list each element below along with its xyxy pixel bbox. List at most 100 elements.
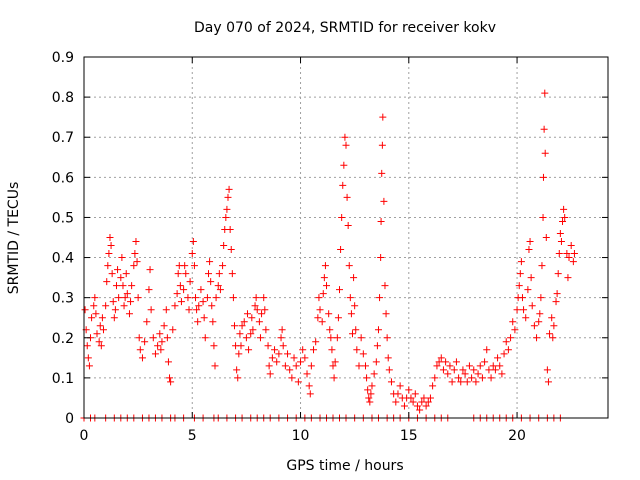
data-point: [353, 346, 361, 354]
data-point: [378, 169, 386, 177]
data-point: [151, 350, 159, 358]
data-point: [223, 205, 231, 213]
data-point: [376, 294, 384, 302]
data-point: [237, 342, 245, 350]
data-point: [564, 274, 572, 282]
data-point: [160, 322, 168, 330]
data-point: [337, 246, 345, 254]
data-point: [539, 213, 547, 221]
data-point: [145, 286, 153, 294]
data-point: [525, 246, 533, 254]
x-axis-label: GPS time / hours: [286, 458, 403, 474]
data-point: [281, 362, 289, 370]
data-point: [197, 286, 205, 294]
data-point: [186, 278, 194, 286]
data-point: [93, 330, 101, 338]
data-point: [164, 358, 172, 366]
data-point: [185, 306, 193, 314]
y-tick-label: 0.4: [52, 251, 74, 267]
data-point: [149, 334, 157, 342]
data-point: [229, 294, 237, 302]
data-point: [355, 362, 363, 370]
data-point: [351, 302, 359, 310]
data-point: [502, 338, 510, 346]
data-point: [318, 318, 326, 326]
data-point: [119, 282, 127, 290]
data-point: [278, 326, 286, 334]
data-point: [294, 378, 302, 386]
y-axis-label: SRMTID / TECUs: [6, 182, 22, 295]
data-point: [109, 298, 117, 306]
data-point: [387, 378, 395, 386]
data-point: [207, 278, 215, 286]
data-point: [227, 246, 235, 254]
data-point: [424, 398, 432, 406]
data-point: [316, 306, 324, 314]
data-point: [230, 322, 238, 330]
data-point: [112, 282, 120, 290]
data-point: [156, 330, 164, 338]
data-point: [563, 250, 571, 258]
data-point: [242, 334, 250, 342]
data-point: [378, 141, 386, 149]
data-point: [437, 354, 445, 362]
data-point: [511, 326, 519, 334]
data-point: [341, 133, 349, 141]
y-tick-label: 0.7: [52, 130, 74, 146]
data-point: [343, 193, 351, 201]
data-point: [201, 334, 209, 342]
data-point: [327, 334, 335, 342]
data-point: [541, 89, 549, 97]
data-point: [328, 346, 336, 354]
data-point: [143, 318, 151, 326]
data-point: [474, 370, 482, 378]
data-point: [340, 161, 348, 169]
data-point: [245, 346, 253, 354]
data-point: [489, 362, 497, 370]
data-point: [102, 302, 110, 310]
data-point: [326, 326, 334, 334]
data-point: [110, 314, 118, 322]
data-point: [182, 270, 190, 278]
data-point: [435, 358, 443, 366]
data-point: [268, 354, 276, 362]
data-point: [546, 330, 554, 338]
data-point: [491, 366, 499, 374]
data-point: [194, 318, 202, 326]
data-point: [290, 354, 298, 362]
data-point: [569, 258, 577, 266]
data-point: [446, 362, 454, 370]
data-point: [107, 242, 115, 250]
data-point: [106, 234, 114, 241]
data-point: [200, 314, 208, 322]
data-point: [130, 262, 138, 270]
data-point: [565, 254, 573, 262]
data-point: [515, 282, 523, 290]
data-point: [219, 262, 227, 270]
data-point: [323, 282, 331, 290]
data-point: [528, 302, 536, 310]
data-point: [535, 318, 543, 326]
data-point: [277, 334, 285, 342]
data-point: [542, 234, 550, 241]
x-tick-label: 10: [292, 428, 310, 444]
data-point: [377, 217, 385, 225]
data-point: [372, 358, 380, 366]
data-point: [520, 306, 528, 314]
data-point: [146, 266, 154, 274]
data-point: [303, 370, 311, 378]
data-point: [496, 362, 504, 370]
axis-tick-labels: 0 0.1 0.2 0.3 0.4 0.5 0.6 0.7 0.8 0.9 0 5 10 15 20: [52, 50, 526, 444]
data-point: [173, 290, 181, 298]
data-point: [394, 390, 402, 398]
data-point: [321, 262, 329, 270]
data-point: [288, 374, 296, 382]
data-point: [203, 294, 211, 302]
data-point: [450, 366, 458, 374]
data-point: [83, 342, 91, 350]
data-point: [319, 290, 327, 298]
data-point: [382, 310, 390, 318]
data-point: [121, 294, 129, 302]
data-point: [136, 346, 144, 354]
data-point: [301, 354, 309, 362]
